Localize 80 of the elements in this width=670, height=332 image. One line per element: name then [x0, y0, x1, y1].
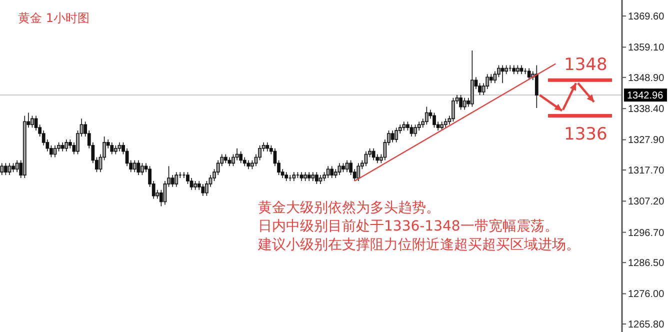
candlestick [512, 64, 516, 75]
candlestick [296, 172, 300, 178]
candlestick [372, 148, 376, 161]
candlestick [114, 144, 118, 155]
text: 黄金 1小时图 [18, 11, 90, 25]
candlestick [266, 142, 270, 152]
candlestick [364, 150, 368, 167]
candlestick [432, 112, 436, 128]
candlestick [311, 172, 315, 182]
candlestick [520, 64, 524, 75]
y-tick-label: 1286.50 [628, 258, 665, 270]
candlestick [140, 162, 144, 176]
legend-label: 1336 [564, 124, 608, 145]
candlestick [444, 118, 448, 128]
candlestick [22, 115, 26, 178]
candlestick [345, 160, 349, 172]
candlestick [174, 172, 178, 188]
y-tick-label: 1265.80 [628, 319, 665, 330]
candlestick [300, 172, 304, 182]
candlestick [8, 162, 12, 176]
candlestick [288, 174, 292, 182]
y-tick-label: 1369.60 [628, 12, 665, 23]
candlestick [60, 142, 64, 152]
candlestick [292, 172, 296, 182]
candlestick [228, 156, 232, 167]
y-tick-label: 1276.00 [628, 289, 665, 300]
candlestick [118, 142, 122, 152]
candlestick [410, 124, 414, 137]
candlestick [110, 142, 114, 155]
candlestick [64, 139, 68, 152]
candlestick [330, 166, 334, 178]
candlestick [452, 98, 455, 122]
candlestick [394, 127, 398, 143]
candlestick [500, 64, 504, 84]
y-tick-label: 1348.90 [628, 72, 665, 84]
candlestick [132, 160, 136, 172]
candlestick [527, 68, 531, 81]
y-tick-label: 1307.20 [628, 196, 665, 208]
candlestick [508, 64, 512, 72]
candlestick [402, 121, 406, 131]
candlestick [424, 106, 428, 126]
candlestick [246, 160, 250, 170]
candlestick [304, 172, 308, 182]
candlestick [516, 64, 520, 75]
candlestick [194, 180, 198, 190]
candlestick [201, 184, 205, 196]
candlestick [4, 162, 8, 176]
candlestick [307, 172, 311, 182]
annotation: 日内中级别目前处于1336-1348一带宽幅震荡。 [258, 218, 558, 234]
annotation: 黄金大级别依然为多头趋势。 [258, 200, 440, 216]
candlestick [390, 130, 394, 143]
candlestick [524, 68, 527, 75]
candlestick [342, 162, 345, 172]
ref-line-label: 1348 [564, 55, 608, 76]
candlestick [0, 162, 4, 176]
candlestick [470, 50, 474, 108]
y-tick-label: 1359.10 [628, 42, 665, 54]
candlestick [12, 162, 15, 172]
candlestick [462, 98, 466, 110]
candlestick [534, 64, 538, 108]
y-tick-label: 1327.90 [628, 135, 665, 146]
annotation: 建议小级别在支撑阻力位附近逢超买超买区域进场。 [257, 237, 580, 253]
candlestick [53, 144, 57, 158]
candlestick [239, 150, 243, 164]
candlestick [224, 154, 228, 164]
candlestick [314, 172, 318, 184]
y-tick-label: 1338.40 [628, 104, 665, 116]
candlestick [136, 160, 140, 176]
candlestick [414, 124, 417, 137]
candlestick [356, 162, 360, 182]
candlestick [318, 174, 322, 184]
candlestick [326, 166, 330, 178]
candlestick [338, 162, 342, 176]
candlestick [440, 121, 444, 131]
y-tick-label: 1317.70 [628, 166, 665, 177]
candlestick [459, 94, 463, 110]
candlestick [284, 172, 288, 182]
candlestick [30, 115, 34, 128]
ref-line-label: 1342.96 [627, 90, 664, 102]
y-tick-label: 1296.70 [628, 228, 665, 239]
